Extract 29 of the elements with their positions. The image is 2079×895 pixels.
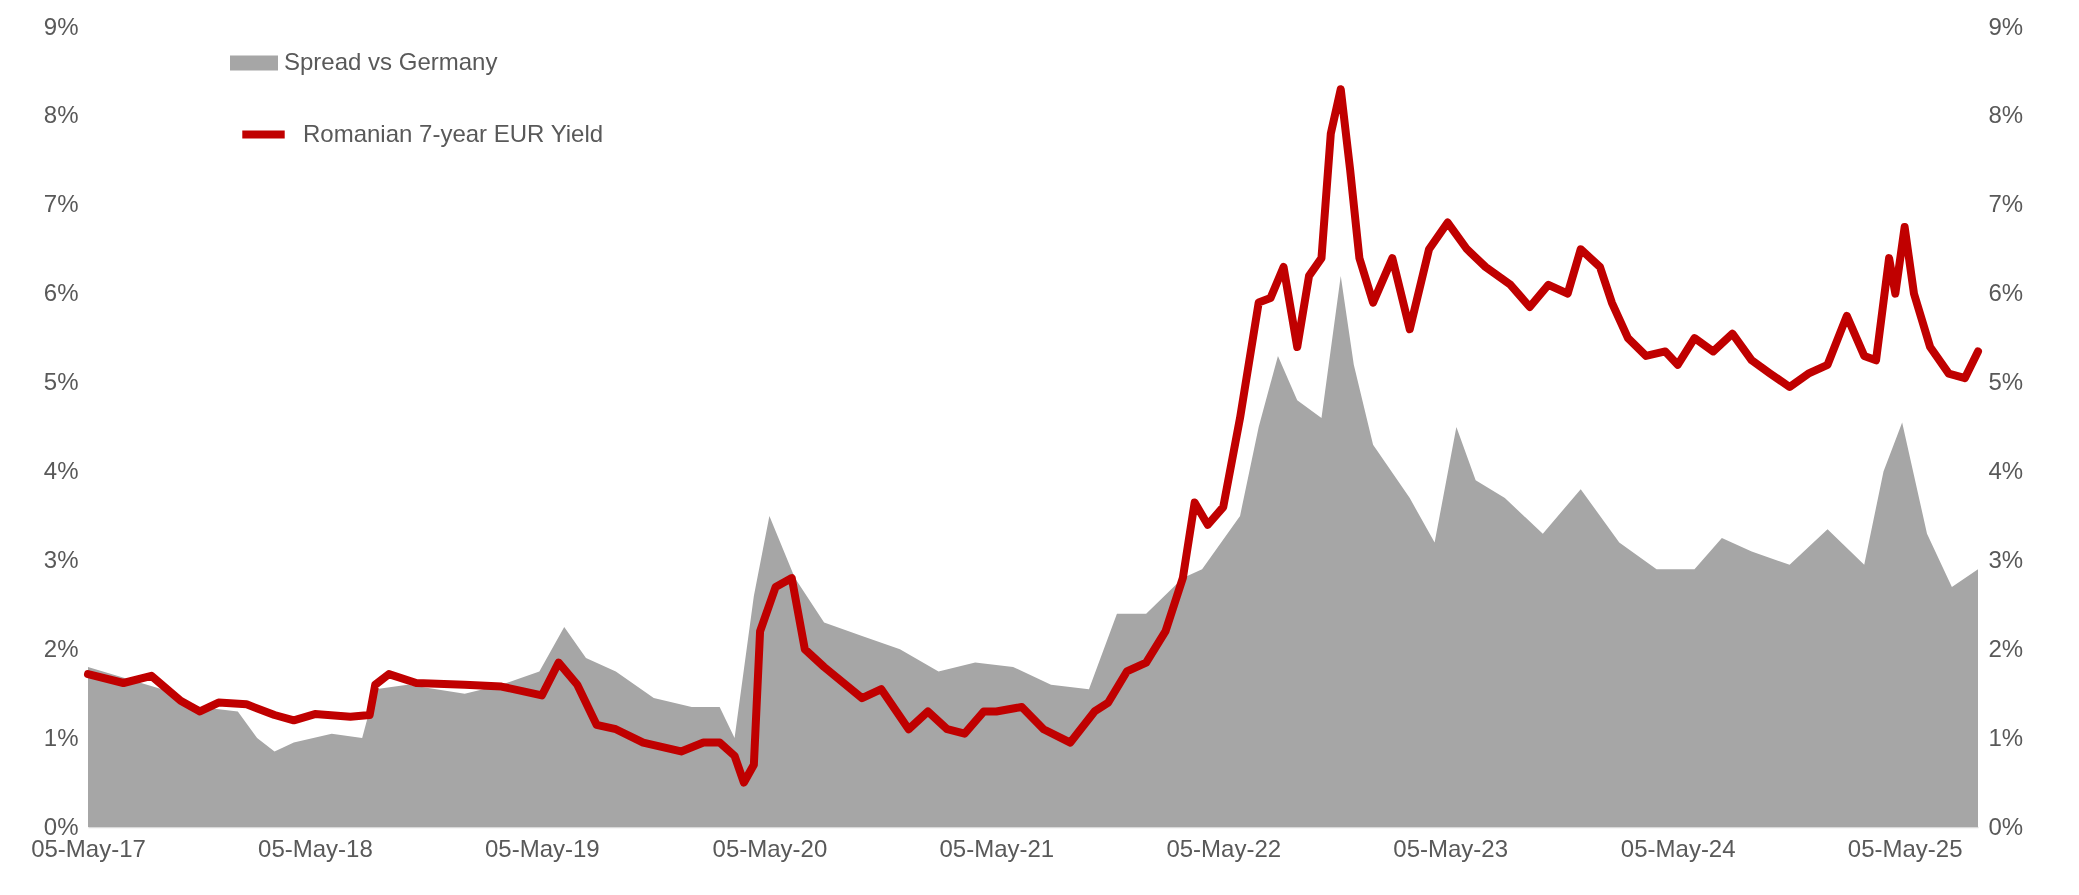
y2-tick-label: 6% xyxy=(1988,279,2024,307)
legend-label: Romanian 7-year EUR Yield xyxy=(303,119,604,147)
x-tick-label: 05-May-23 xyxy=(1393,834,1509,862)
y-tick-label: 4% xyxy=(43,456,79,484)
y2-tick-label: 8% xyxy=(1988,101,2024,129)
y2-tick-label: 0% xyxy=(1988,812,2024,840)
x-tick-label: 05-May-20 xyxy=(712,834,828,862)
x-tick-label: 05-May-22 xyxy=(1166,834,1282,862)
y-tick-label: 5% xyxy=(43,368,79,396)
y-tick-label: 3% xyxy=(43,545,79,573)
y2-tick-label: 1% xyxy=(1988,723,2024,751)
y-tick-label: 7% xyxy=(43,190,79,218)
x-tick-label: 05-May-25 xyxy=(1847,834,1963,862)
y2-tick-label: 5% xyxy=(1988,368,2024,396)
y2-tick-label: 7% xyxy=(1988,190,2024,218)
y-tick-label: 6% xyxy=(43,279,79,307)
x-tick-label: 05-May-18 xyxy=(258,834,373,862)
y-tick-label: 2% xyxy=(43,634,79,662)
y-tick-label: 1% xyxy=(43,723,79,751)
x-tick-label: 05-May-24 xyxy=(1620,834,1736,862)
y2-tick-label: 4% xyxy=(1988,456,2024,484)
x-tick-label: 05-May-21 xyxy=(939,834,1055,862)
y2-tick-label: 9% xyxy=(1988,12,2024,40)
y-tick-label: 9% xyxy=(43,12,79,40)
legend-label: Spread vs Germany xyxy=(284,48,498,75)
y-tick-label: 8% xyxy=(43,101,79,129)
y2-tick-label: 3% xyxy=(1988,545,2024,573)
y2-tick-label: 2% xyxy=(1988,634,2024,662)
x-tick-label: 05-May-19 xyxy=(484,834,600,862)
